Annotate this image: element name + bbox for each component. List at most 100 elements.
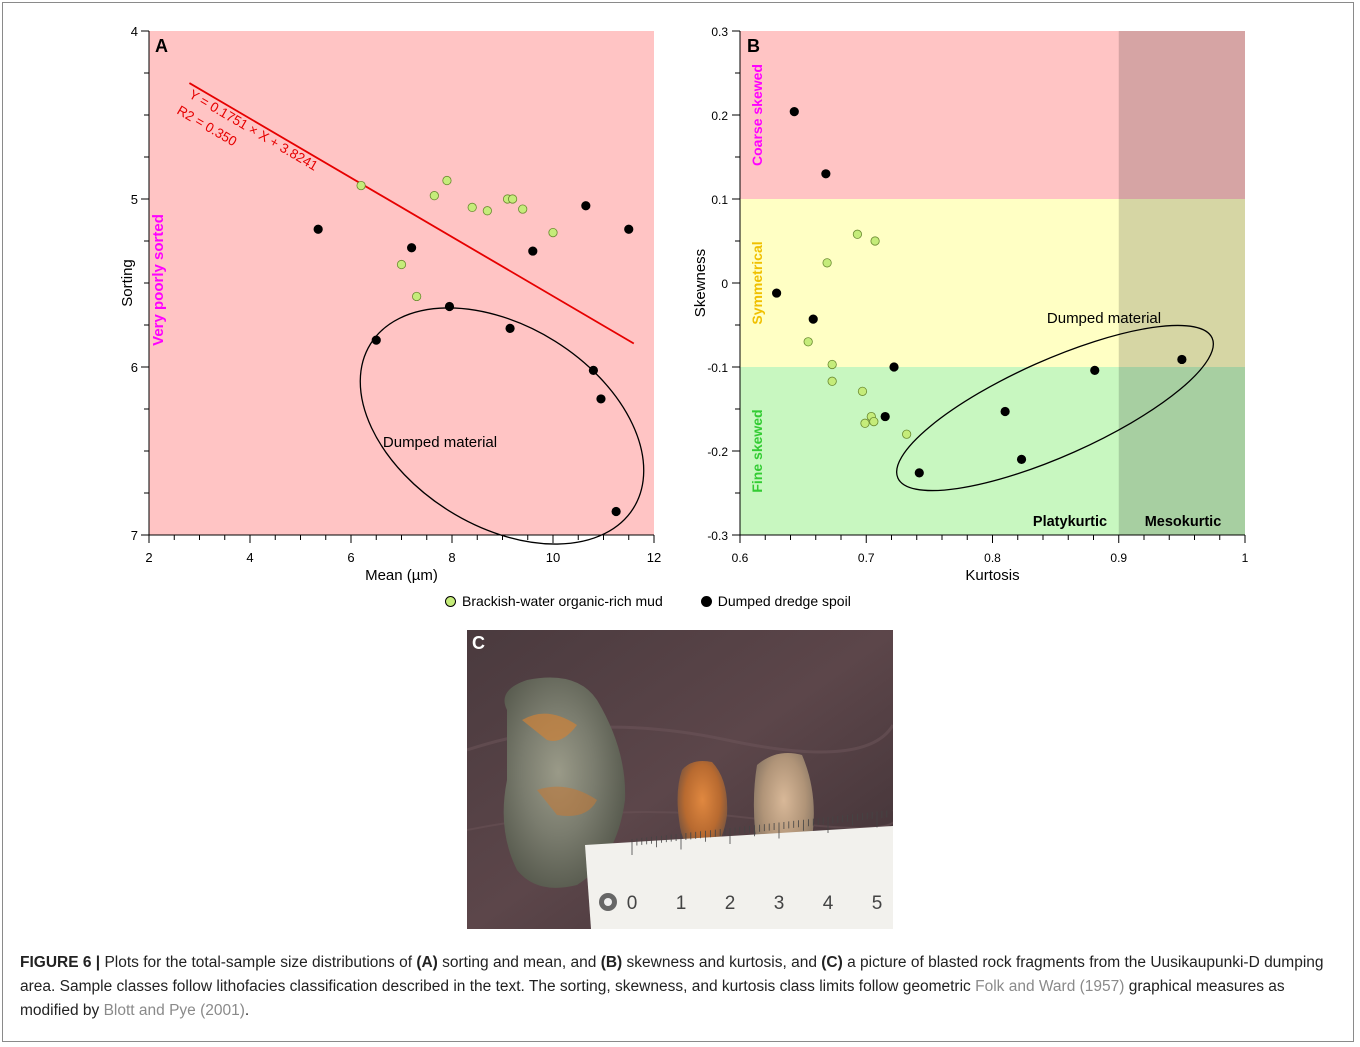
ruler-number: 3 bbox=[774, 893, 785, 914]
chart-a-x-tick-label: 4 bbox=[246, 550, 253, 565]
chart-a-ellipse-label: Dumped material bbox=[383, 434, 497, 451]
chart-a: 2 4 6 8 10 12 4 5 6 7 Mean (µm) Sorting Very poorly … bbox=[119, 24, 661, 584]
chart-b-panel-label: B bbox=[747, 36, 760, 56]
chart-a-point-spoil bbox=[444, 301, 455, 312]
chart-b-point-mud bbox=[822, 258, 832, 268]
chart-b-point-mud bbox=[902, 429, 912, 439]
chart-a-y-tick-label: 5 bbox=[131, 192, 138, 207]
legend-item-spoil: Dumped dredge spoil bbox=[700, 593, 851, 609]
chart-b-point-spoil bbox=[1177, 354, 1187, 365]
caption-text-4: a picture of blasted rock fragments from… bbox=[20, 954, 1324, 995]
chart-a-point-spoil bbox=[611, 506, 621, 517]
chart-b-y-tick-label: -0.3 bbox=[707, 529, 728, 543]
chart-a-point-mud bbox=[507, 194, 518, 204]
caption-citation-blott-pye[interactable]: Blott and Pye (2001) bbox=[103, 1002, 245, 1019]
caption-text-5: graphical measures as modified by bbox=[20, 978, 1285, 1019]
chart-a-point-spoil bbox=[624, 224, 634, 234]
caption-text-6: . bbox=[244, 1002, 250, 1019]
ruler-number: 4 bbox=[823, 893, 834, 914]
chart-b-y-tick-label: -0.2 bbox=[707, 445, 728, 459]
chart-b-zone-label: Coarse skewed bbox=[749, 64, 765, 166]
chart-b-ellipse bbox=[896, 324, 1214, 492]
chart-b-x-tick-label: 1 bbox=[1242, 551, 1249, 565]
ruler-ticks: 0 1 2 3 4 5 bbox=[627, 810, 888, 914]
chart-b-y-tick-label: 0 bbox=[721, 277, 728, 291]
chart-b-y-axis-label: Skewness bbox=[692, 249, 709, 317]
legend-item-mud: Brackish-water organic-rich mud bbox=[445, 593, 663, 609]
legend-label-mud: Brackish-water organic-rich mud bbox=[462, 593, 663, 609]
caption-text-1: Plots for the total-sample size distribu… bbox=[100, 954, 417, 971]
chart-a-x-tick-label: 2 bbox=[145, 550, 152, 565]
chart-b-x-axis-label: Kurtosis bbox=[965, 567, 1019, 584]
chart-a-point-mud bbox=[442, 175, 452, 186]
chart-a-point-mud bbox=[467, 202, 477, 212]
caption-ref-b: (B) bbox=[600, 954, 623, 971]
chart-b-point-spoil bbox=[1090, 365, 1100, 375]
photo-illustration: 0 1 2 3 4 5 bbox=[467, 630, 893, 929]
chart-a-x-tick-label: 10 bbox=[546, 550, 560, 565]
ruler-number: 1 bbox=[676, 893, 687, 914]
chart-b-point-mud bbox=[870, 236, 880, 246]
rock-fragments-photo: 0 1 2 3 4 5 C bbox=[467, 630, 893, 929]
chart-b-x-tick-label: 0.8 bbox=[984, 551, 1001, 565]
chart-b-point-mud bbox=[803, 337, 813, 347]
chart-b-point-spoil bbox=[914, 468, 924, 478]
chart-a-point-spoil bbox=[588, 365, 599, 375]
chart-b-point-mud bbox=[857, 386, 868, 396]
ruler-number: 5 bbox=[872, 893, 883, 914]
chart-b-point-mud bbox=[827, 359, 837, 370]
chart-a-background bbox=[149, 31, 654, 535]
chart-b-zone-label: Fine skewed bbox=[749, 409, 765, 492]
chart-a-zone-label: Very poorly sorted bbox=[150, 214, 167, 346]
chart-a-y-tick-label: 4 bbox=[131, 24, 138, 39]
chart-a-point-spoil bbox=[581, 201, 591, 211]
caption-ref-c: (C) bbox=[821, 954, 843, 971]
chart-a-point-spoil bbox=[528, 246, 538, 256]
chart-b-y-tick-label: 0.1 bbox=[711, 193, 728, 207]
chart-a-point-mud bbox=[356, 180, 366, 191]
caption-prefix: FIGURE 6 | bbox=[20, 954, 101, 971]
chart-b-mesokurtic-shade bbox=[1118, 31, 1245, 535]
chart-a-point-spoil bbox=[371, 335, 381, 345]
chart-a-y-tick-label: 7 bbox=[131, 528, 138, 543]
panel-c-label: C bbox=[472, 633, 485, 653]
chart-a-ellipse bbox=[359, 307, 645, 545]
chart-a-point-spoil bbox=[406, 243, 417, 253]
ruler-number: 0 bbox=[627, 893, 638, 914]
chart-a-point-mud bbox=[429, 191, 439, 201]
chart-a-point-spoil bbox=[596, 394, 606, 404]
chart-a-point-mud bbox=[548, 228, 558, 238]
chart-b-point-mud bbox=[852, 229, 863, 239]
chart-b-zone-background bbox=[740, 199, 1245, 367]
legend: Brackish-water organic-rich mud Dumped d… bbox=[445, 593, 851, 609]
chart-a-point-spoil bbox=[313, 224, 323, 234]
ruler-number: 2 bbox=[725, 893, 736, 914]
chart-b-point-spoil bbox=[1000, 406, 1010, 417]
chart-b-platykurtic-label: Platykurtic bbox=[1033, 514, 1107, 530]
chart-a-point-mud bbox=[518, 204, 528, 214]
chart-b-point-spoil bbox=[889, 362, 899, 372]
chart-b-ellipse-label: Dumped material bbox=[1047, 310, 1161, 327]
chart-a-point-mud bbox=[412, 291, 422, 302]
chart-b-x-tick-label: 0.6 bbox=[732, 551, 749, 565]
chart-b-zone-background bbox=[740, 367, 1245, 535]
legend-marker-spoil bbox=[700, 595, 712, 607]
chart-a-y-tick-label: 6 bbox=[131, 360, 138, 375]
chart-b-point-spoil bbox=[821, 169, 831, 179]
caption-text-2: sorting and mean, and bbox=[437, 954, 601, 971]
chart-a-regression-line bbox=[188, 82, 635, 345]
legend-marker-mud bbox=[445, 595, 456, 607]
chart-b: 0.6 0.7 0.8 0.9 1 -0.3 -0.2 -0.1 0 0.1 0.2 0.3 Kurto… bbox=[692, 25, 1249, 584]
caption-citation-folk-ward[interactable]: Folk and Ward (1957) bbox=[975, 978, 1125, 995]
chart-b-y-tick-label: 0.3 bbox=[711, 25, 728, 39]
chart-b-point-spoil bbox=[880, 411, 890, 422]
chart-b-point-spoil bbox=[1016, 454, 1027, 464]
chart-a-y-axis-label: Sorting bbox=[119, 259, 136, 307]
chart-a-x-tick-label: 6 bbox=[347, 550, 354, 565]
chart-a-x-axis-label: Mean (µm) bbox=[365, 567, 438, 584]
legend-label-spoil: Dumped dredge spoil bbox=[717, 593, 851, 609]
chart-a-x-tick-label: 12 bbox=[647, 550, 661, 565]
chart-b-mesokurtic-label: Mesokurtic bbox=[1145, 514, 1222, 530]
